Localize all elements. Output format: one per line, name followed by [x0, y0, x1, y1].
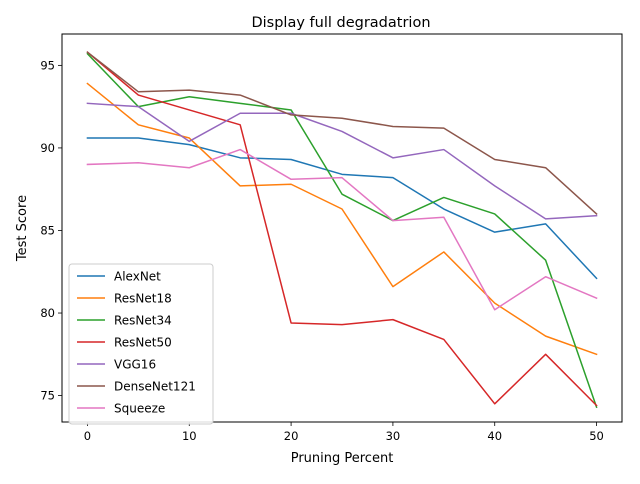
legend-box — [68, 263, 214, 425]
series-line-densenet121 — [86, 51, 598, 216]
x-tick-label: 10 — [182, 429, 197, 443]
series-line-vgg16 — [86, 102, 598, 220]
y-tick-label: 80 — [40, 306, 55, 320]
series-line-squeeze — [86, 148, 598, 311]
y-axis-ticks: 75 80 85 90 95 — [40, 58, 62, 403]
legend-label-squeeze: Squeeze — [114, 402, 165, 416]
y-tick-label: 85 — [40, 223, 55, 237]
x-tick-label: 0 — [84, 429, 91, 443]
x-tick-label: 50 — [589, 429, 604, 443]
x-axis-label: Pruning Percent — [291, 451, 394, 466]
legend-label-alexnet: AlexNet — [114, 270, 161, 284]
x-axis-ticks: 0 10 20 30 40 50 — [84, 422, 604, 443]
plot-frame — [61, 33, 623, 423]
x-tick-label: 40 — [487, 429, 502, 443]
series-line-resnet18 — [86, 82, 598, 356]
x-tick-label: 20 — [284, 429, 299, 443]
legend-label-resnet34: ResNet34 — [114, 314, 172, 328]
legend-label-densenet121: DenseNet121 — [114, 380, 196, 394]
y-tick-label: 90 — [40, 141, 55, 155]
series-layer — [86, 51, 598, 409]
x-tick-label: 30 — [386, 429, 401, 443]
series-line-resnet50 — [86, 51, 598, 407]
chart-title: Display full degradatrion — [251, 15, 430, 31]
legend: AlexNet ResNet18 ResNet34 ResNet50 VGG16 Dens… — [68, 263, 214, 425]
legend-label-vgg16: VGG16 — [114, 358, 156, 372]
y-tick-label: 95 — [40, 58, 55, 72]
legend-label-resnet50: ResNet50 — [114, 336, 172, 350]
legend-label-resnet18: ResNet18 — [114, 292, 172, 306]
series-line-resnet34 — [86, 52, 598, 409]
y-axis-label: Test Score — [15, 195, 30, 262]
y-tick-label: 75 — [40, 389, 55, 403]
